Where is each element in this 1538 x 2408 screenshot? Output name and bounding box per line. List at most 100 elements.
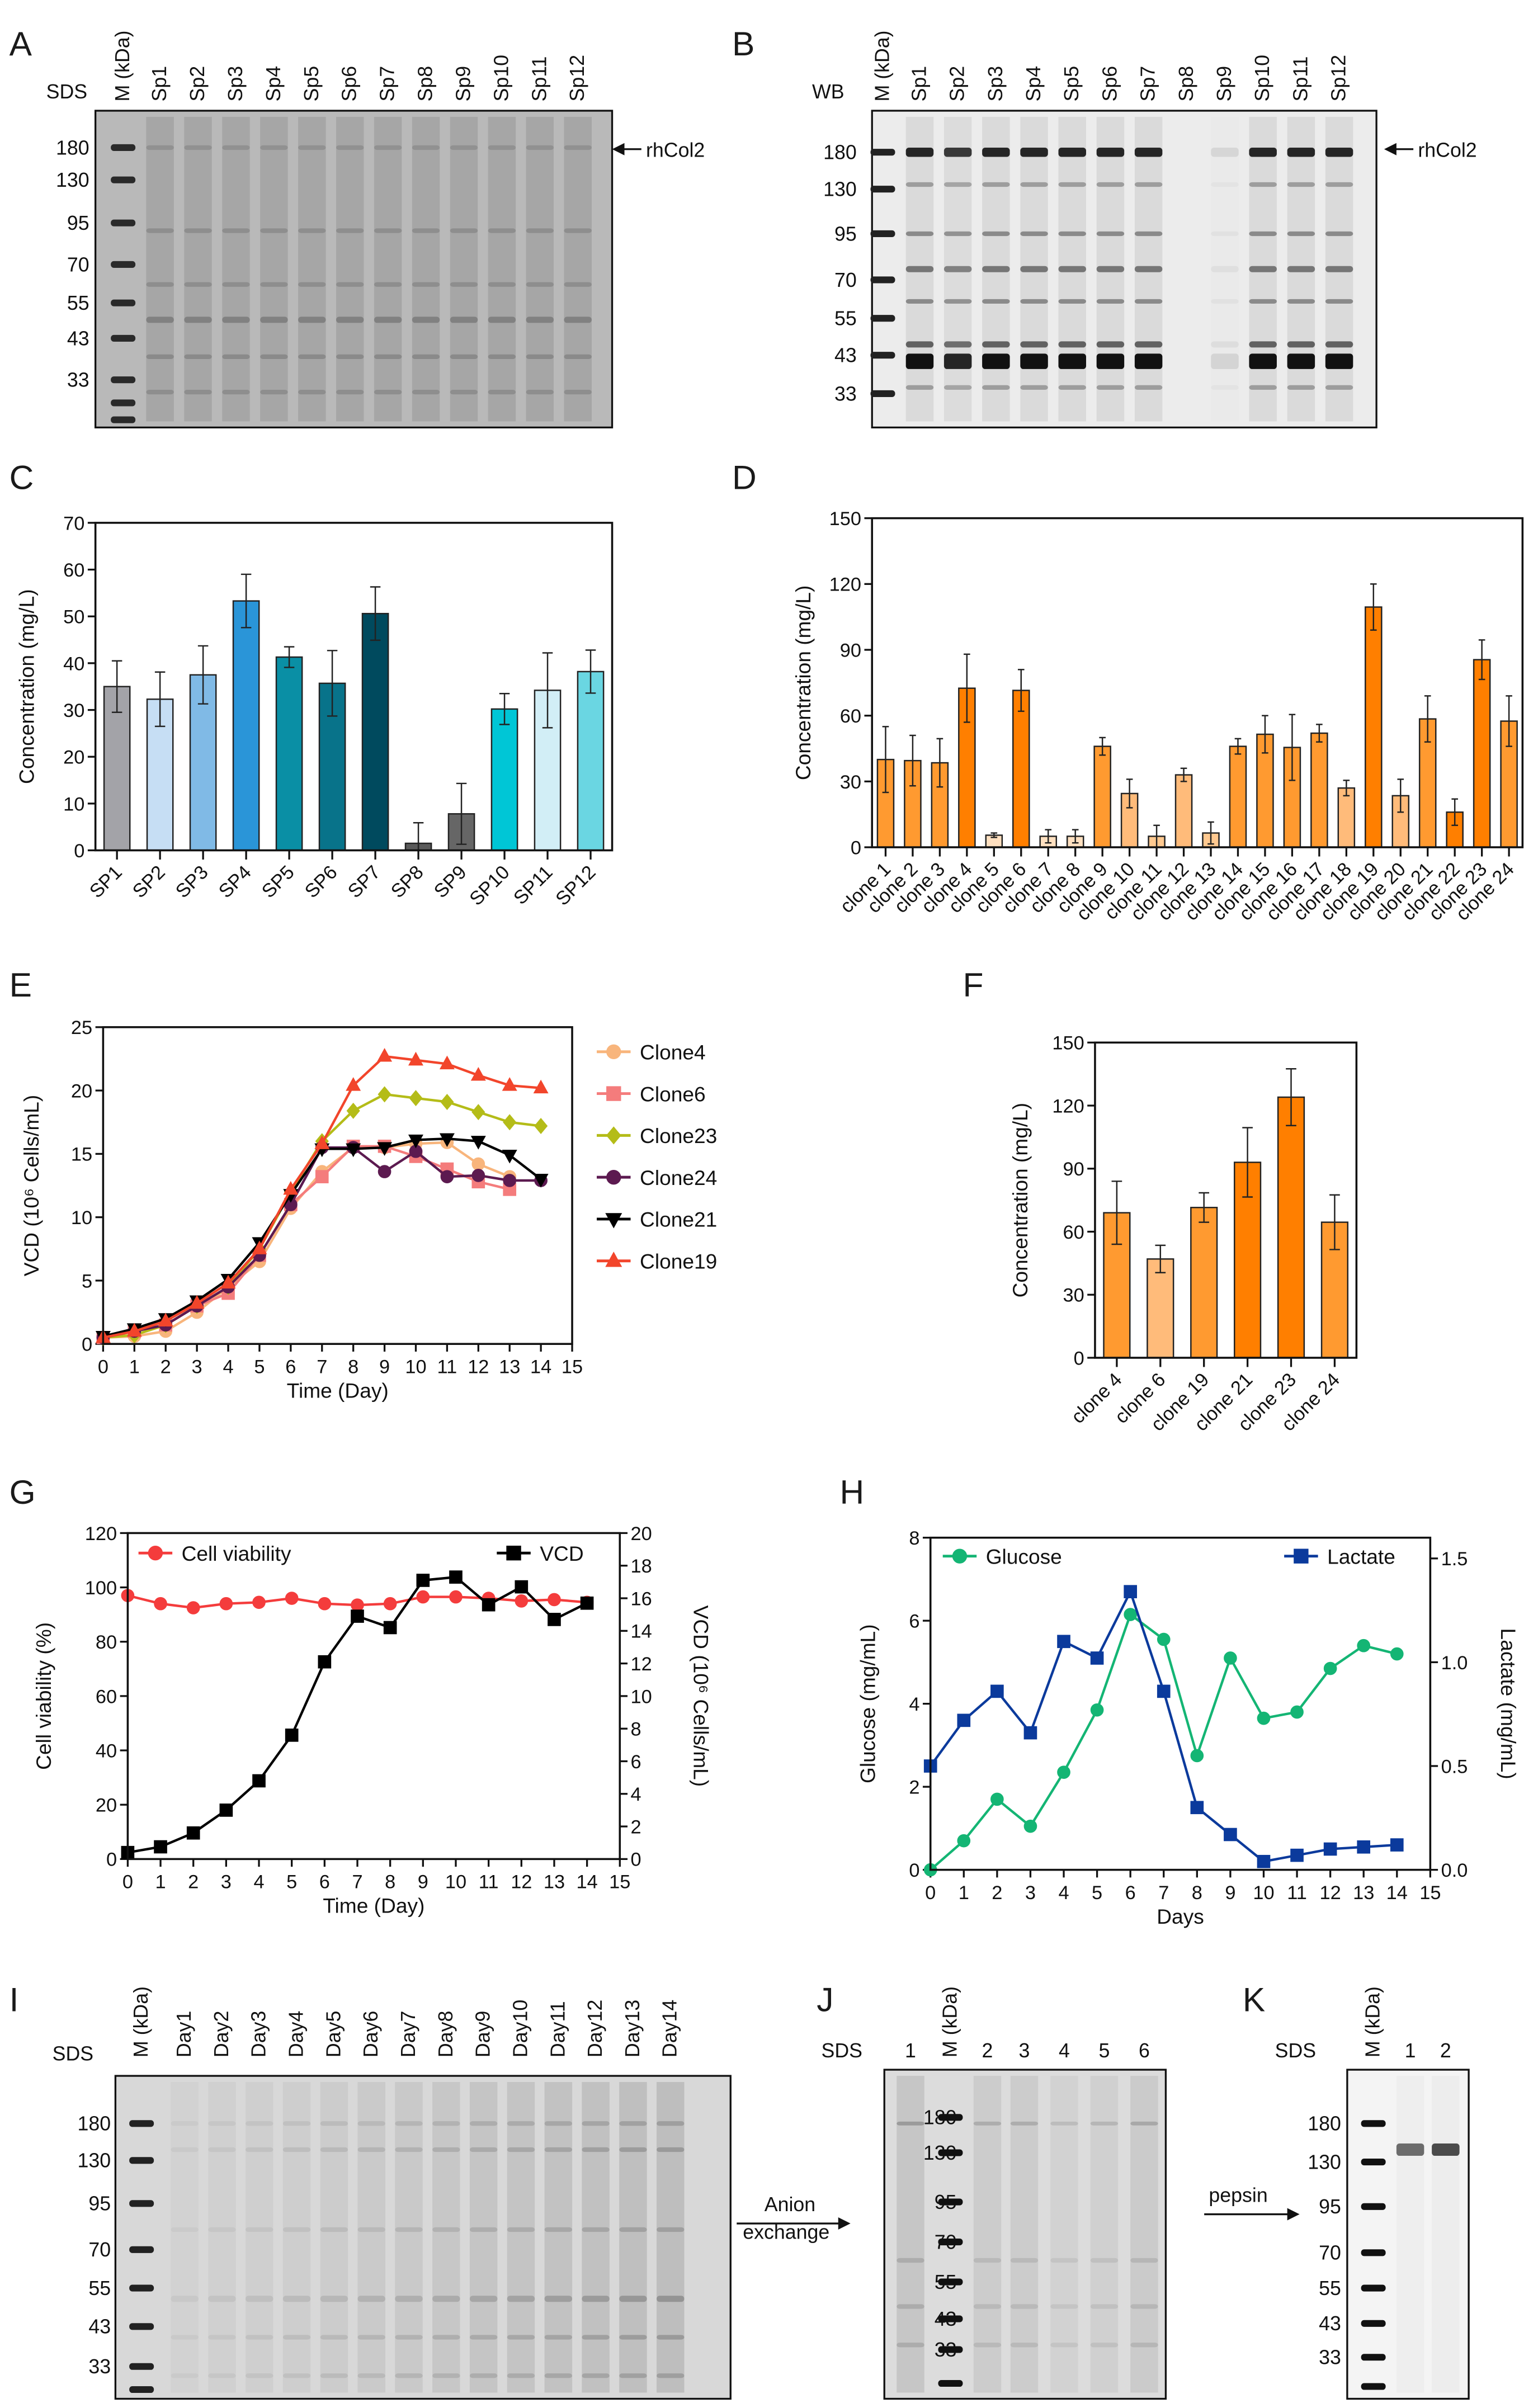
protein-band [564, 390, 592, 395]
data-point [408, 1051, 423, 1066]
protein-band [905, 266, 934, 272]
lane-smear [1130, 2076, 1158, 2393]
x-tick-label: 14 [577, 1872, 598, 1893]
y-tick-label: 1.0 [1441, 1652, 1468, 1674]
error-bar [1199, 1192, 1210, 1223]
x-tick-label: 3 [221, 1872, 232, 1893]
protein-band [1134, 353, 1163, 369]
ladder-band [938, 2379, 963, 2387]
lane-label: 1 [1405, 2039, 1416, 2062]
y-tick-label: 0 [851, 837, 861, 858]
error-bar [1207, 821, 1214, 845]
protein-band [298, 282, 326, 287]
ladder-band [938, 2149, 963, 2156]
panel-label-j: J [817, 1981, 833, 2019]
error-bar [1045, 829, 1052, 844]
protein-band [544, 2296, 573, 2302]
protein-band [282, 2147, 311, 2152]
bar-clone-14 [1229, 745, 1247, 848]
y-tick-label: 6 [631, 1751, 641, 1773]
protein-band [222, 390, 250, 395]
y-tick-label: 60 [63, 560, 84, 581]
protein-band [619, 2121, 647, 2126]
data-point [283, 1181, 299, 1195]
ladder-band [870, 315, 895, 322]
data-point [1357, 1840, 1371, 1854]
lane-label: Sp10 [490, 55, 512, 101]
gel-b-stain-label: WB [812, 81, 845, 103]
protein-band [374, 228, 402, 233]
protein-band [222, 228, 250, 233]
protein-band [432, 2121, 460, 2126]
y-tick-label: 0 [1074, 1348, 1084, 1369]
data-point [1257, 1854, 1271, 1868]
protein-band [208, 2147, 236, 2152]
y-tick-label: 25 [71, 1017, 92, 1038]
protein-band [1432, 2143, 1460, 2156]
data-point [314, 1135, 330, 1149]
marker-label-180: 180 [1308, 2113, 1341, 2135]
lane-smear [973, 2076, 1002, 2393]
protein-band [982, 341, 1010, 348]
x-tick-label: 7 [352, 1872, 362, 1893]
protein-band [208, 2335, 236, 2340]
error-bar [909, 734, 916, 787]
protein-band [897, 2121, 924, 2126]
lane-smear [298, 116, 326, 422]
protein-band [336, 228, 364, 233]
lane-label: Sp4 [1022, 66, 1045, 102]
bar-sp12 [577, 671, 605, 851]
data-point [1157, 1632, 1171, 1646]
protein-band [298, 354, 326, 360]
lane-smear [246, 2082, 273, 2393]
protein-band [1134, 385, 1163, 390]
y-tick-label: 60 [840, 706, 861, 727]
protein-band [905, 341, 934, 348]
lane-smear [374, 116, 402, 422]
protein-band [1211, 231, 1239, 237]
panel-label-k: K [1243, 1981, 1265, 2019]
protein-band [1010, 2343, 1039, 2348]
x-tick-label: 5 [286, 1872, 297, 1893]
protein-band [1096, 341, 1125, 348]
error-bar [327, 650, 338, 717]
error-bar [240, 573, 252, 629]
data-point [219, 1597, 233, 1611]
rhcol2-arrow-b [1384, 143, 1414, 155]
anion-exchange-label-2: exchange [743, 2221, 829, 2244]
legend-item-glucose: Glucose [942, 1545, 1062, 1568]
marker-label-55: 55 [935, 2271, 957, 2293]
data-point [515, 1580, 529, 1594]
lane-smear [582, 2082, 610, 2393]
legend-item-lactate: Lactate [1284, 1545, 1395, 1568]
protein-band [395, 2296, 423, 2302]
y-tick-label: 1.5 [1441, 1548, 1468, 1570]
data-point [1224, 1828, 1237, 1842]
protein-band [1096, 353, 1125, 369]
x-tick-label: 9 [379, 1356, 390, 1377]
protein-band [432, 2147, 460, 2152]
data-point [548, 1593, 561, 1607]
protein-band [469, 2296, 498, 2302]
error-bar [1370, 583, 1377, 631]
protein-band [357, 2147, 385, 2152]
data-point [533, 1174, 549, 1188]
protein-band [564, 354, 592, 360]
marker-label-43: 43 [67, 327, 89, 350]
lane-label: M (kDa) [111, 30, 134, 101]
y-tick-label: 10 [631, 1686, 652, 1707]
protein-band [1249, 182, 1277, 187]
protein-band [656, 2147, 685, 2152]
y-tick-label: 20 [71, 1080, 92, 1102]
marker-label-33: 33 [935, 2339, 957, 2361]
lane-label-marker: M (kDa) [938, 1986, 961, 2057]
ladder-band [938, 2114, 963, 2121]
protein-band [943, 147, 972, 157]
protein-band [146, 354, 174, 360]
ladder-band [1361, 2203, 1386, 2210]
protein-band [320, 2373, 348, 2378]
ladder-band [111, 176, 136, 183]
ladder-band [111, 376, 136, 384]
data-point [1390, 1647, 1404, 1661]
bar-sp4 [232, 600, 260, 851]
